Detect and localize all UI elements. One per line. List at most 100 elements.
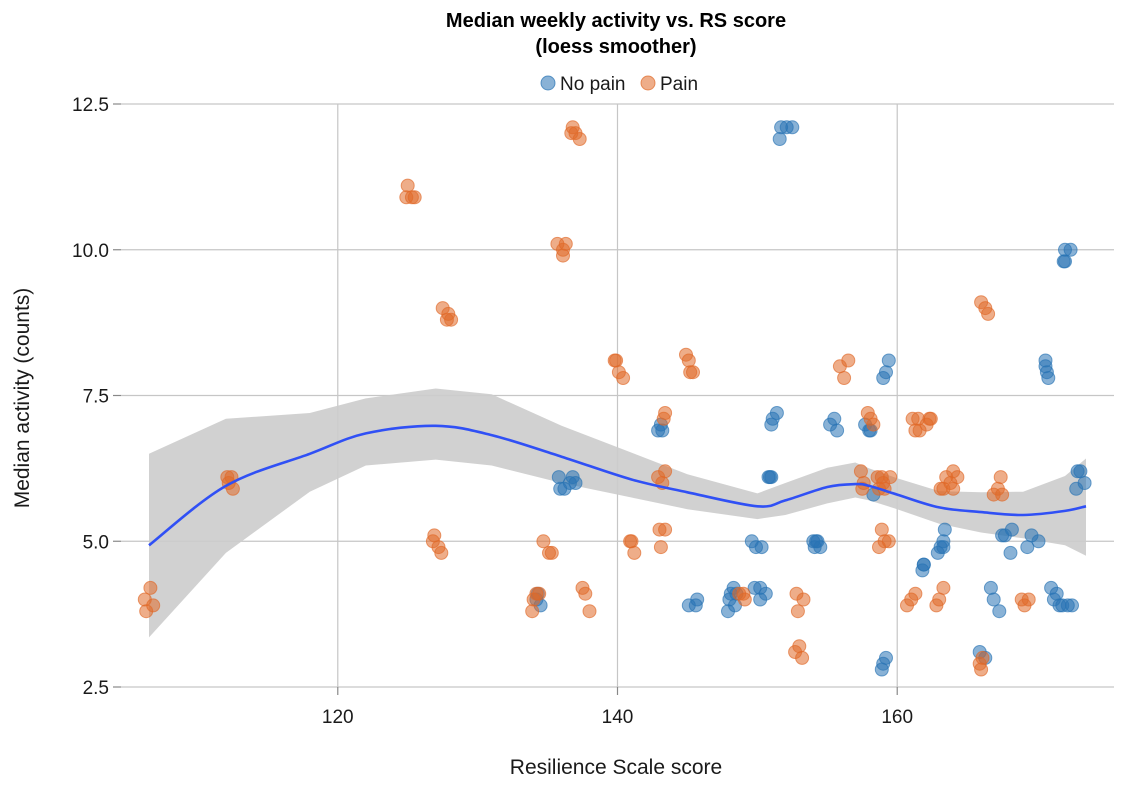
legend-label-no-pain: No pain (560, 74, 626, 95)
data-point (981, 306, 996, 321)
data-point (1058, 254, 1072, 269)
data-point (407, 190, 422, 205)
data-point (881, 534, 896, 549)
data-point (795, 650, 810, 665)
data-point (616, 371, 631, 385)
data-point (1077, 476, 1092, 490)
data-point (658, 522, 673, 537)
legend: No pain Pain (540, 74, 698, 95)
data-point (143, 580, 158, 595)
x-axis-label: Resilience Scale score (510, 756, 722, 779)
data-point (627, 545, 642, 560)
data-point (1065, 598, 1079, 613)
data-point (434, 545, 449, 560)
data-point (986, 592, 1001, 607)
data-point (937, 522, 952, 537)
data-point (908, 586, 923, 601)
data-point (841, 353, 856, 368)
data-point (544, 545, 559, 560)
data-point (974, 662, 989, 677)
data-point (932, 592, 947, 607)
loess-line (148, 424, 1087, 547)
data-point (536, 534, 551, 549)
data-point (737, 592, 752, 607)
data-point (1063, 242, 1078, 257)
grid-lines (113, 103, 1114, 695)
data-point (1049, 586, 1064, 601)
data-point (772, 132, 787, 146)
y-tick-label: 5.0 (83, 532, 109, 553)
data-point (686, 365, 700, 380)
y-tick-label: 10.0 (72, 241, 109, 262)
data-point (658, 406, 673, 420)
data-point (624, 534, 639, 549)
chart-title-line-2: (loess smoother) (535, 36, 696, 58)
data-point (936, 580, 951, 595)
x-tick-label: 120 (322, 707, 354, 728)
data-point (785, 120, 800, 135)
data-point (883, 470, 898, 485)
data-point (558, 236, 573, 251)
y-tick-label: 2.5 (83, 678, 109, 699)
data-point (975, 650, 990, 665)
data-point (754, 540, 769, 555)
data-point (946, 481, 961, 496)
data-point (568, 476, 583, 490)
data-point (874, 522, 889, 537)
x-tick-label: 160 (881, 707, 913, 728)
x-tick-label: 140 (602, 707, 634, 728)
data-point (753, 580, 768, 595)
data-point (1004, 522, 1019, 537)
data-point (572, 132, 587, 146)
data-point (995, 487, 1010, 502)
data-point (916, 557, 931, 572)
chart-title-line-1: Median weekly activity vs. RS score (446, 10, 786, 32)
data-point (439, 312, 454, 327)
confidence-band (149, 388, 1086, 638)
data-point (950, 470, 965, 485)
data-point (792, 639, 807, 654)
data-point (427, 528, 442, 543)
data-point (526, 592, 541, 607)
data-point (556, 248, 570, 263)
series-pain (137, 120, 1036, 677)
data-point (881, 353, 896, 368)
y-tick-label: 7.5 (83, 387, 109, 408)
data-point (993, 470, 1008, 485)
data-point (146, 598, 161, 613)
data-point (769, 406, 784, 420)
data-point (810, 534, 825, 549)
points-layer (137, 120, 1092, 677)
smoother-line-layer (148, 424, 1087, 547)
data-point (400, 178, 415, 193)
data-point (983, 580, 998, 595)
y-tick-label: 12.5 (72, 95, 109, 116)
tick-labels: 2.5 5.0 7.5 10.0 12.5 120 140 160 (72, 95, 913, 728)
data-point (1021, 592, 1036, 607)
data-point (879, 365, 893, 380)
y-axis-label: Median activity (counts) (11, 288, 34, 509)
data-point (653, 540, 668, 555)
data-point (923, 411, 938, 426)
data-point (936, 540, 951, 555)
data-point (827, 411, 842, 426)
data-point (830, 423, 845, 438)
data-point (525, 604, 540, 619)
data-point (790, 604, 805, 619)
data-point (1003, 545, 1018, 560)
data-point (992, 604, 1007, 619)
legend-label-pain: Pain (660, 74, 698, 95)
series-no-pain (529, 120, 1092, 677)
data-point (582, 604, 597, 619)
data-point (1041, 371, 1056, 385)
data-point (762, 470, 777, 485)
data-point (853, 464, 868, 479)
data-point (690, 592, 705, 607)
legend-marker-pain (640, 75, 656, 91)
data-point (578, 586, 593, 601)
data-point (796, 592, 811, 607)
data-point (681, 353, 696, 368)
data-point (609, 353, 624, 368)
data-point (1073, 464, 1088, 479)
